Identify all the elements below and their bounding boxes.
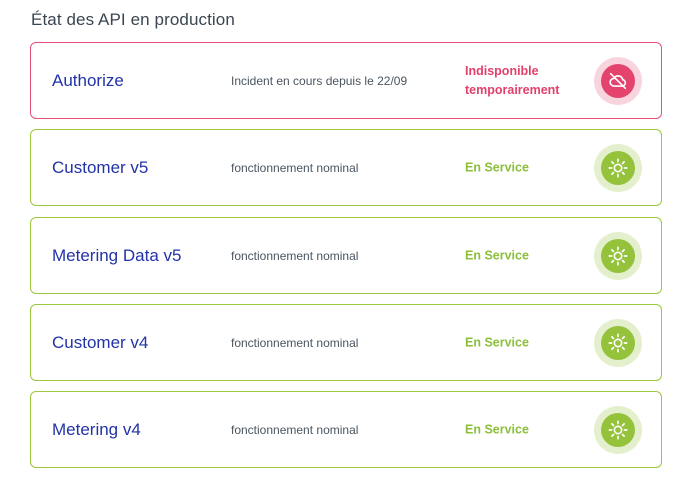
status-label: Indisponible temporairement <box>465 62 559 100</box>
page-title: État des API en production <box>31 10 235 29</box>
api-description: Incident en cours depuis le 22/09 <box>231 73 408 88</box>
status-indicator <box>594 143 642 192</box>
status-indicator <box>594 56 642 105</box>
cloud-off-icon <box>601 63 635 98</box>
status-label: En Service <box>465 248 529 262</box>
api-description: fonctionnement nominal <box>231 248 359 263</box>
sun-icon <box>601 238 635 273</box>
api-description: fonctionnement nominal <box>231 422 359 437</box>
api-card-authorize[interactable]: Authorize Incident en cours depuis le 22… <box>30 42 662 119</box>
status-indicator <box>594 231 642 280</box>
status-label-line-2: temporairement <box>465 82 560 97</box>
api-name: Metering v4 <box>52 419 141 439</box>
status-label-line-1: Indisponible <box>465 63 539 78</box>
api-card-customer-v5[interactable]: Customer v5 fonctionnement nominal En Se… <box>30 129 662 206</box>
api-name: Customer v4 <box>52 332 149 352</box>
status-label: En Service <box>465 422 529 436</box>
status-label: En Service <box>465 160 529 174</box>
status-indicator <box>594 405 642 454</box>
sun-icon <box>601 150 635 185</box>
api-card-customer-v4[interactable]: Customer v4 fonctionnement nominal En Se… <box>30 304 662 381</box>
api-name: Metering Data v5 <box>52 245 182 265</box>
api-description: fonctionnement nominal <box>231 335 359 350</box>
sun-icon <box>601 412 635 447</box>
sun-icon <box>601 325 635 360</box>
api-card-metering-data-v5[interactable]: Metering Data v5 fonctionnement nominal … <box>30 217 662 294</box>
api-name: Authorize <box>52 70 124 90</box>
status-label: En Service <box>465 335 529 349</box>
api-card-metering-v4[interactable]: Metering v4 fonctionnement nominal En Se… <box>30 391 662 468</box>
status-indicator <box>594 318 642 367</box>
api-name: Customer v5 <box>52 157 149 177</box>
api-description: fonctionnement nominal <box>231 160 359 175</box>
